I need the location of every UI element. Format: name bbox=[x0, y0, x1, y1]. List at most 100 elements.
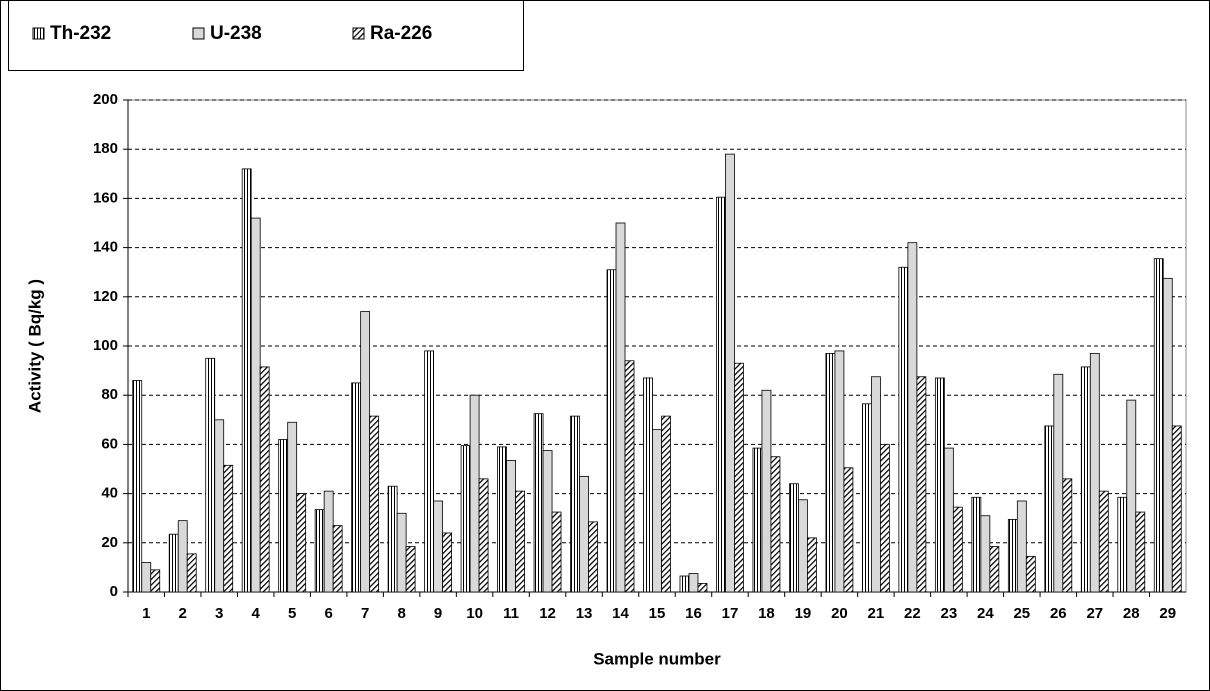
x-tick-label: 19 bbox=[795, 605, 812, 622]
bar bbox=[469, 394, 480, 593]
bar bbox=[314, 509, 325, 593]
x-tick-label: 25 bbox=[1013, 605, 1030, 622]
bar bbox=[570, 415, 580, 593]
bar bbox=[916, 376, 927, 593]
bar bbox=[661, 415, 671, 593]
bar bbox=[168, 533, 179, 593]
bar bbox=[697, 582, 708, 593]
bar bbox=[770, 456, 781, 593]
bar bbox=[579, 475, 589, 593]
y-tick-label: 60 bbox=[101, 435, 118, 452]
x-tick-label: 4 bbox=[252, 605, 261, 622]
x-tick-label: 6 bbox=[324, 605, 332, 622]
bar bbox=[1053, 373, 1064, 593]
bar bbox=[588, 521, 598, 593]
y-tick-label: 80 bbox=[101, 386, 118, 403]
bar bbox=[1062, 478, 1073, 593]
bar bbox=[688, 573, 699, 593]
bar bbox=[606, 269, 617, 593]
bar bbox=[351, 382, 362, 593]
bar bbox=[989, 546, 1000, 593]
bar bbox=[533, 413, 544, 593]
bar bbox=[943, 447, 954, 593]
x-tick-label: 11 bbox=[503, 605, 519, 622]
bar bbox=[971, 496, 982, 593]
bar bbox=[241, 168, 252, 593]
bar bbox=[332, 525, 343, 593]
bar bbox=[214, 419, 225, 593]
bar bbox=[1089, 352, 1100, 593]
y-tick-label: 40 bbox=[101, 485, 118, 502]
bar bbox=[551, 511, 562, 593]
bar bbox=[934, 377, 945, 593]
bar bbox=[506, 459, 516, 593]
bar bbox=[843, 467, 854, 593]
bar bbox=[870, 376, 881, 593]
bar bbox=[861, 403, 872, 593]
bar bbox=[725, 153, 735, 593]
bar bbox=[907, 242, 918, 593]
x-tick-label: 29 bbox=[1159, 605, 1176, 622]
bar bbox=[478, 478, 489, 593]
legend-swatch bbox=[32, 27, 45, 40]
bar bbox=[952, 506, 963, 593]
x-tick-label: 1 bbox=[142, 605, 150, 622]
bar bbox=[205, 357, 216, 593]
bar bbox=[360, 311, 371, 593]
x-tick-label: 14 bbox=[612, 605, 629, 622]
x-tick-label: 2 bbox=[179, 605, 187, 622]
bar bbox=[1162, 277, 1173, 593]
y-tick-label: 120 bbox=[93, 288, 118, 305]
bar bbox=[396, 512, 407, 593]
bar bbox=[405, 546, 416, 593]
legend-label: Th-232 bbox=[50, 23, 111, 44]
bar bbox=[1153, 258, 1164, 593]
bar bbox=[323, 490, 334, 593]
bar bbox=[615, 222, 626, 593]
x-tick-label: 26 bbox=[1050, 605, 1067, 622]
legend-label: U-238 bbox=[210, 23, 262, 44]
bar bbox=[652, 429, 662, 593]
bar bbox=[460, 445, 471, 593]
x-tick-label: 9 bbox=[434, 605, 442, 622]
x-axis-label: Sample number bbox=[593, 649, 721, 668]
bar bbox=[497, 446, 507, 593]
bar bbox=[980, 515, 991, 593]
bar bbox=[807, 537, 817, 593]
x-tick-label: 7 bbox=[361, 605, 369, 622]
bar bbox=[1098, 490, 1109, 593]
bar bbox=[643, 377, 653, 593]
bar bbox=[761, 389, 772, 593]
bar bbox=[825, 352, 836, 593]
legend-box bbox=[8, 0, 524, 71]
legend-label: Ra-226 bbox=[370, 23, 432, 44]
bar bbox=[752, 447, 763, 593]
bar bbox=[798, 499, 808, 593]
x-tick-label: 3 bbox=[215, 605, 223, 622]
x-tick-label: 10 bbox=[466, 605, 483, 622]
bar bbox=[1025, 555, 1036, 593]
bar bbox=[387, 485, 398, 593]
bar bbox=[250, 217, 261, 593]
bar bbox=[150, 569, 161, 593]
bar bbox=[1171, 425, 1182, 593]
x-tick-label: 20 bbox=[831, 605, 848, 622]
bar bbox=[789, 483, 799, 593]
x-tick-label: 15 bbox=[649, 605, 666, 622]
legend-swatch bbox=[352, 27, 365, 40]
legend-swatch bbox=[192, 27, 205, 40]
bar bbox=[1007, 519, 1018, 593]
bar bbox=[1135, 511, 1146, 593]
x-tick-label: 16 bbox=[685, 605, 702, 622]
bar bbox=[296, 493, 307, 593]
bar bbox=[259, 366, 270, 593]
y-tick-label: 180 bbox=[93, 140, 118, 157]
x-tick-label: 23 bbox=[941, 605, 958, 622]
bar bbox=[223, 464, 234, 593]
x-tick-label: 21 bbox=[868, 605, 885, 622]
y-tick-label: 160 bbox=[93, 189, 118, 206]
y-tick-label: 20 bbox=[101, 534, 118, 551]
bar bbox=[186, 553, 197, 593]
x-tick-label: 22 bbox=[904, 605, 921, 622]
